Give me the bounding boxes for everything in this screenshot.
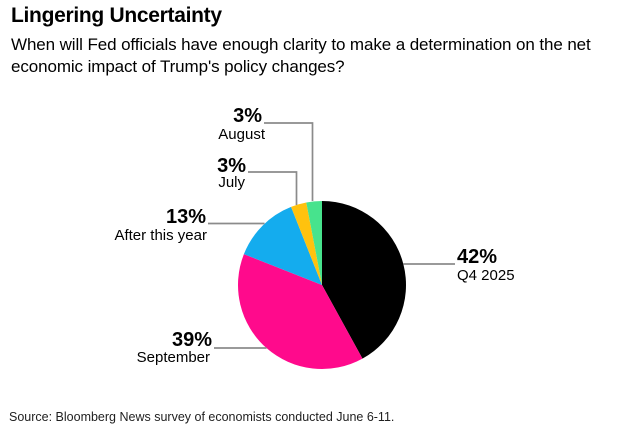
pie-slice-q4-2025 [322,201,407,359]
callout-pct-august: 3% [233,105,262,127]
leader-lines [208,122,455,349]
chart-subtitle: When will Fed officials have enough clar… [11,34,591,77]
pie-slice-july [291,202,322,285]
leader-line-august [264,122,314,201]
callout-pct-after-this-year: 13% [166,206,206,228]
source-note: Source: Bloomberg News survey of economi… [9,410,395,424]
callout-pct-q4-2025: 42% [457,246,497,268]
callout-name-august: August [218,126,266,143]
callout-labels: 42%Q4 2025 39%September 13%After this year… [114,105,514,366]
chart-title: Lingering Uncertainty [11,4,222,27]
callout-name-september: September [137,349,210,366]
pie-slices [238,201,407,370]
callout-pct-july: 3% [217,155,246,177]
callout-pct-september: 39% [172,329,212,351]
pie-slice-august [306,201,322,285]
callout-name-july: July [218,174,245,191]
leader-line-july [248,171,298,205]
callout-name-q4-2025: Q4 2025 [457,267,515,284]
subtitle-line-1: When will Fed officials have enough clar… [11,35,591,54]
callout-name-after-this-year: After this year [114,227,207,244]
pie-slice-september [238,254,363,370]
subtitle-line-2: economic impact of Trump's policy change… [11,56,345,76]
pie-slice-after-this-year [243,206,322,285]
